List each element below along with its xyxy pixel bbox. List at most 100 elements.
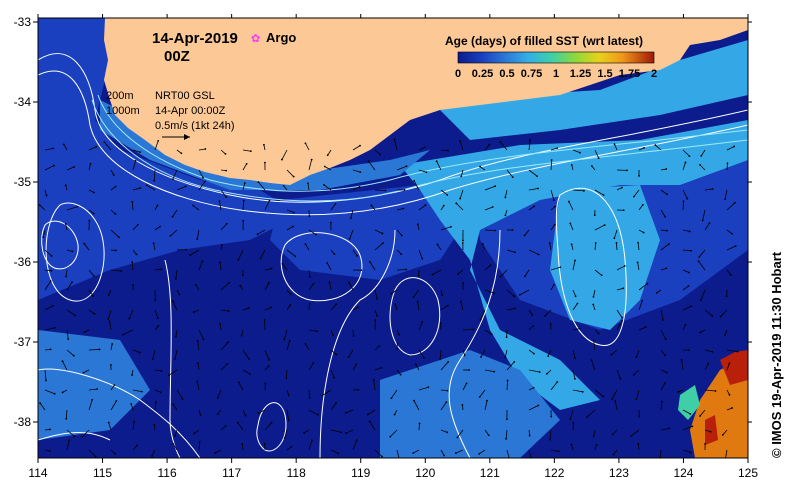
- velocity-arrow-head: [567, 200, 570, 203]
- velocity-arrow: [614, 400, 618, 411]
- velocity-arrow: [550, 284, 555, 291]
- velocity-arrow-head: [192, 311, 195, 313]
- velocity-arrow-head: [65, 275, 67, 278]
- velocity-arrow: [283, 329, 288, 340]
- velocity-arrow-head: [597, 157, 600, 160]
- velocity-arrow: [374, 242, 384, 251]
- velocity-arrow-head: [550, 415, 553, 418]
- velocity-arrow-head: [447, 149, 449, 152]
- velocity-arrow: [528, 205, 535, 211]
- velocity-arrow-head: [504, 196, 507, 199]
- velocity-arrow: [594, 389, 604, 397]
- velocity-arrow: [638, 283, 648, 291]
- velocity-arrow-head: [216, 413, 219, 416]
- velocity-arrow: [132, 349, 141, 353]
- velocity-arrow-head: [622, 287, 625, 290]
- velocity-arrow: [699, 409, 706, 417]
- velocity-arrow-head: [421, 257, 424, 260]
- velocity-arrow-head: [721, 433, 724, 436]
- velocity-arrow-head: [459, 300, 462, 303]
- velocity-arrow-head: [595, 443, 598, 446]
- velocity-arrow: [637, 262, 640, 271]
- velocity-arrow-head: [486, 399, 488, 402]
- velocity-arrow-head: [725, 295, 728, 298]
- velocity-arrow: [637, 242, 640, 251]
- velocity-arrow: [682, 425, 693, 431]
- velocity-arrow: [44, 147, 54, 151]
- x-tick-label: 122: [544, 466, 564, 480]
- velocity-arrow-head: [192, 204, 195, 207]
- velocity-arrow-head: [45, 194, 48, 197]
- velocity-arrow: [613, 449, 618, 455]
- velocity-arrow: [436, 161, 442, 171]
- velocity-arrow: [546, 369, 552, 375]
- velocity-arrow-head: [292, 225, 294, 228]
- velocity-arrow-head: [662, 319, 664, 321]
- velocity-arrow-head: [224, 424, 227, 427]
- velocity-arrow-head: [574, 377, 576, 380]
- velocity-arrow: [327, 149, 332, 156]
- legend-tick-label: 0: [455, 68, 461, 80]
- velocity-arrow-head: [293, 211, 295, 214]
- velocity-arrow: [131, 201, 134, 211]
- velocity-arrow-head: [73, 435, 76, 438]
- velocity-arrow: [396, 449, 400, 458]
- velocity-arrow-head: [538, 371, 541, 373]
- velocity-arrow: [330, 402, 337, 411]
- velocity-arrow: [348, 349, 354, 358]
- sst-patch-west: [38, 18, 300, 300]
- velocity-arrow-head: [499, 275, 502, 278]
- velocity-arrow: [44, 189, 47, 196]
- velocity-arrow: [152, 349, 156, 360]
- velocity-arrow-head: [283, 437, 286, 439]
- velocity-arrow: [682, 149, 690, 157]
- velocity-arrow: [592, 304, 596, 311]
- velocity-arrow-head: [436, 243, 439, 246]
- velocity-arrow-head: [155, 401, 157, 403]
- velocity-arrow-head: [288, 339, 291, 342]
- velocity-arrow-head: [88, 219, 91, 222]
- velocity-arrow-head: [50, 269, 53, 272]
- velocity-arrow-head: [139, 151, 142, 154]
- velocity-arrow: [369, 261, 376, 271]
- velocity-arrow-head: [196, 380, 199, 383]
- x-tick-label: 125: [738, 466, 758, 480]
- velocity-arrow: [305, 343, 310, 351]
- velocity-arrow: [242, 349, 250, 360]
- velocity-arrow-head: [263, 442, 266, 445]
- velocity-arrow: [547, 349, 552, 357]
- velocity-arrow: [214, 449, 222, 454]
- velocity-arrow: [633, 369, 640, 376]
- sst-hot-spots: [705, 350, 748, 445]
- velocity-arrow-head: [267, 365, 270, 368]
- velocity-arrow: [440, 305, 449, 311]
- velocity-arrow-head: [413, 399, 415, 402]
- velocity-arrow: [238, 382, 244, 391]
- velocity-arrow-head: [384, 189, 387, 192]
- velocity-arrow-head: [153, 179, 156, 182]
- velocity-arrow: [571, 244, 574, 251]
- velocity-arrow-head: [132, 284, 135, 286]
- velocity-arrow-head: [227, 341, 230, 344]
- velocity-arrow-head: [256, 233, 259, 236]
- velocity-arrow: [480, 349, 486, 358]
- velocity-arrow-head: [131, 374, 133, 376]
- velocity-arrow: [132, 149, 141, 153]
- velocity-arrow-head: [172, 300, 174, 303]
- velocity-arrow-head: [619, 377, 622, 380]
- velocity-arrow: [616, 369, 621, 379]
- velocity-arrow-head: [263, 319, 266, 321]
- sst-green-fringe: [678, 385, 700, 420]
- velocity-arrow-head: [394, 303, 397, 306]
- velocity-arrow: [460, 169, 464, 177]
- velocity-arrow-head: [569, 418, 572, 420]
- velocity-arrow-head: [730, 274, 732, 277]
- velocity-arrow-head: [545, 372, 548, 375]
- velocity-arrow-head: [242, 199, 245, 202]
- velocity-arrow-head: [268, 358, 270, 361]
- velocity-arrow: [308, 269, 311, 277]
- velocity-arrow: [172, 300, 178, 311]
- velocity-arrow-head: [157, 324, 160, 327]
- velocity-arrow: [720, 309, 728, 317]
- velocity-arrow: [462, 349, 466, 356]
